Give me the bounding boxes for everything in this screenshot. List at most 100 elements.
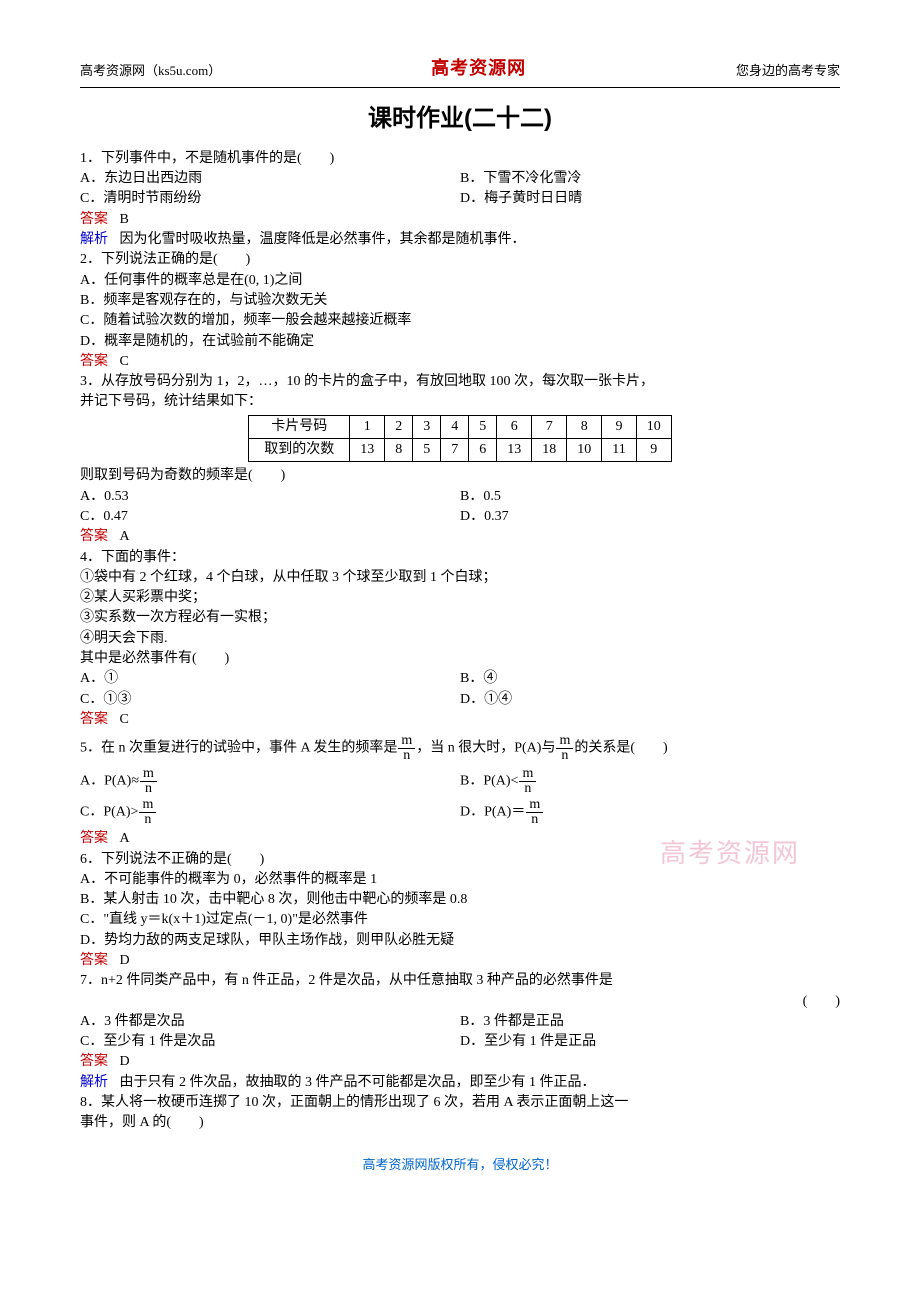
q4-i1: ①袋中有 2 个红球，4 个白球，从中任取 3 个球至少取到 1 个白球； [80,568,840,588]
td: 18 [532,439,567,462]
q2-opt-d: D．概率是随机的，在试验前不能确定 [80,332,840,352]
q5-answer: 答案 A [80,829,840,849]
q1-stem: 1．下列事件中，不是随机事件的是( ) [80,149,840,169]
answer-label: 答案 [80,212,108,227]
q3-table: 卡片号码 1 2 3 4 5 6 7 8 9 10 取到的次数 13 8 5 7… [248,415,671,463]
answer-label: 答案 [80,712,108,727]
answer-value: D [120,953,130,968]
table-row: 取到的次数 13 8 5 7 6 13 18 10 11 9 [249,439,671,462]
td: 8 [385,439,413,462]
td: 13 [497,439,532,462]
answer-value: C [120,354,129,369]
q3-followup: 则取到号码为奇数的频率是( ) [80,466,840,486]
q3-opt-c: C．0.47 [80,507,460,527]
answer-value: A [120,529,130,544]
q6-opt-d: D．势均力敌的两支足球队，甲队主场作战，则甲队必胜无疑 [80,931,840,951]
page-footer: 高考资源网版权所有，侵权必究！ [80,1156,840,1175]
fraction: mn [556,734,573,763]
q8-stem1: 8．某人将一枚硬币连掷了 10 次，正面朝上的情形出现了 6 次，若用 A 表示… [80,1093,840,1113]
q7-opt-a: A．3 件都是次品 [80,1012,460,1032]
fraction: mn [526,798,543,827]
q8-stem2: 事件，则 A 的( ) [80,1113,840,1133]
td: 9 [602,415,636,438]
td: 9 [636,439,671,462]
header-brand: 高考资源网 [431,55,526,81]
answer-value: B [120,212,129,227]
q7-opt-c: C．至少有 1 件是次品 [80,1032,460,1052]
td: 6 [469,439,497,462]
th: 取到的次数 [249,439,350,462]
td: 7 [532,415,567,438]
q4-tail: 其中是必然事件有( ) [80,649,840,669]
answer-label: 答案 [80,529,108,544]
td: 4 [441,415,469,438]
q5-opt-a: A．P(A)≈mn [80,767,460,796]
q6-opt-c: C．"直线 y＝k(x＋1)过定点(－1, 0)"是必然事件 [80,910,840,930]
q5-stem-post: 的关系是( ) [574,741,667,756]
q2-opt-a: A．任何事件的概率总是在(0, 1)之间 [80,271,840,291]
page-title: 课时作业(二十二) [80,102,840,137]
explain-label: 解析 [80,232,108,247]
answer-label: 答案 [80,831,108,846]
page-header: 高考资源网（ks5u.com） 高考资源网 您身边的高考专家 [80,55,840,88]
td: 10 [567,439,602,462]
td: 3 [413,415,441,438]
q5-opt-d: D．P(A)＝mn [460,798,840,827]
q7-answer: 答案 D [80,1052,840,1072]
q1-explain: 解析 因为化雪时吸收热量，温度降低是必然事件，其余都是随机事件． [80,230,840,250]
answer-value: C [120,712,129,727]
fraction: mn [139,798,156,827]
header-right: 您身边的高考专家 [736,62,840,81]
q4-opt-c: C．①③ [80,690,460,710]
content: 1．下列事件中，不是随机事件的是( ) A．东边日出西边雨 B．下雪不冷化雪冷 … [80,149,840,1134]
td: 5 [469,415,497,438]
q4-answer: 答案 C [80,710,840,730]
q2-opt-c: C．随着试验次数的增加，频率一般会越来越接近概率 [80,311,840,331]
q6-opt-a: A．不可能事件的概率为 0，必然事件的概率是 1 [80,870,840,890]
q4-i2: ②某人买彩票中奖； [80,588,840,608]
q6-stem: 6．下列说法不正确的是( ) [80,850,840,870]
fraction: mn [140,767,157,796]
q6-answer: 答案 D [80,951,840,971]
header-left: 高考资源网（ks5u.com） [80,62,221,81]
td: 8 [567,415,602,438]
q5-stem: 5．在 n 次重复进行的试验中，事件 A 发生的频率是mn，当 n 很大时，P(… [80,734,840,763]
q7-bracket: ( ) [80,992,840,1012]
th: 卡片号码 [249,415,350,438]
q4-opt-b: B．④ [460,669,840,689]
q2-stem: 2．下列说法正确的是( ) [80,250,840,270]
q3-stem1: 3．从存放号码分别为 1，2，…，10 的卡片的盒子中，有放回地取 100 次，… [80,372,840,392]
q7-stem: 7．n+2 件同类产品中，有 n 件正品，2 件是次品，从中任意抽取 3 种产品… [80,971,840,991]
td: 13 [350,439,385,462]
q4-opt-a: A．① [80,669,460,689]
explain-label: 解析 [80,1075,108,1090]
q1-opt-c: C．清明时节雨纷纷 [80,189,460,209]
td: 5 [413,439,441,462]
fraction: mn [519,767,536,796]
q5-stem-pre: 5．在 n 次重复进行的试验中，事件 A 发生的频率是 [80,741,397,756]
q7-explain: 解析 由于只有 2 件次品，故抽取的 3 件产品不可能都是次品，即至少有 1 件… [80,1073,840,1093]
explain-text: 由于只有 2 件次品，故抽取的 3 件产品不可能都是次品，即至少有 1 件正品． [120,1075,596,1090]
fraction: mn [398,734,415,763]
td: 6 [497,415,532,438]
q1-opt-b: B．下雪不冷化雪冷 [460,169,840,189]
q3-answer: 答案 A [80,527,840,547]
answer-value: A [120,831,130,846]
q3-opt-b: B．0.5 [460,487,840,507]
answer-value: D [120,1054,130,1069]
td: 7 [441,439,469,462]
answer-label: 答案 [80,953,108,968]
answer-label: 答案 [80,354,108,369]
q7-opt-b: B．3 件都是正品 [460,1012,840,1032]
table-row: 卡片号码 1 2 3 4 5 6 7 8 9 10 [249,415,671,438]
q3-opt-d: D．0.37 [460,507,840,527]
q1-opt-d: D．梅子黄时日日晴 [460,189,840,209]
explain-text: 因为化雪时吸收热量，温度降低是必然事件，其余都是随机事件． [120,232,526,247]
td: 11 [602,439,636,462]
q1-answer: 答案 B [80,210,840,230]
q2-opt-b: B．频率是客观存在的，与试验次数无关 [80,291,840,311]
q3-opt-a: A．0.53 [80,487,460,507]
q4-i3: ③实系数一次方程必有一实根； [80,608,840,628]
answer-label: 答案 [80,1054,108,1069]
q7-opt-d: D．至少有 1 件是正品 [460,1032,840,1052]
